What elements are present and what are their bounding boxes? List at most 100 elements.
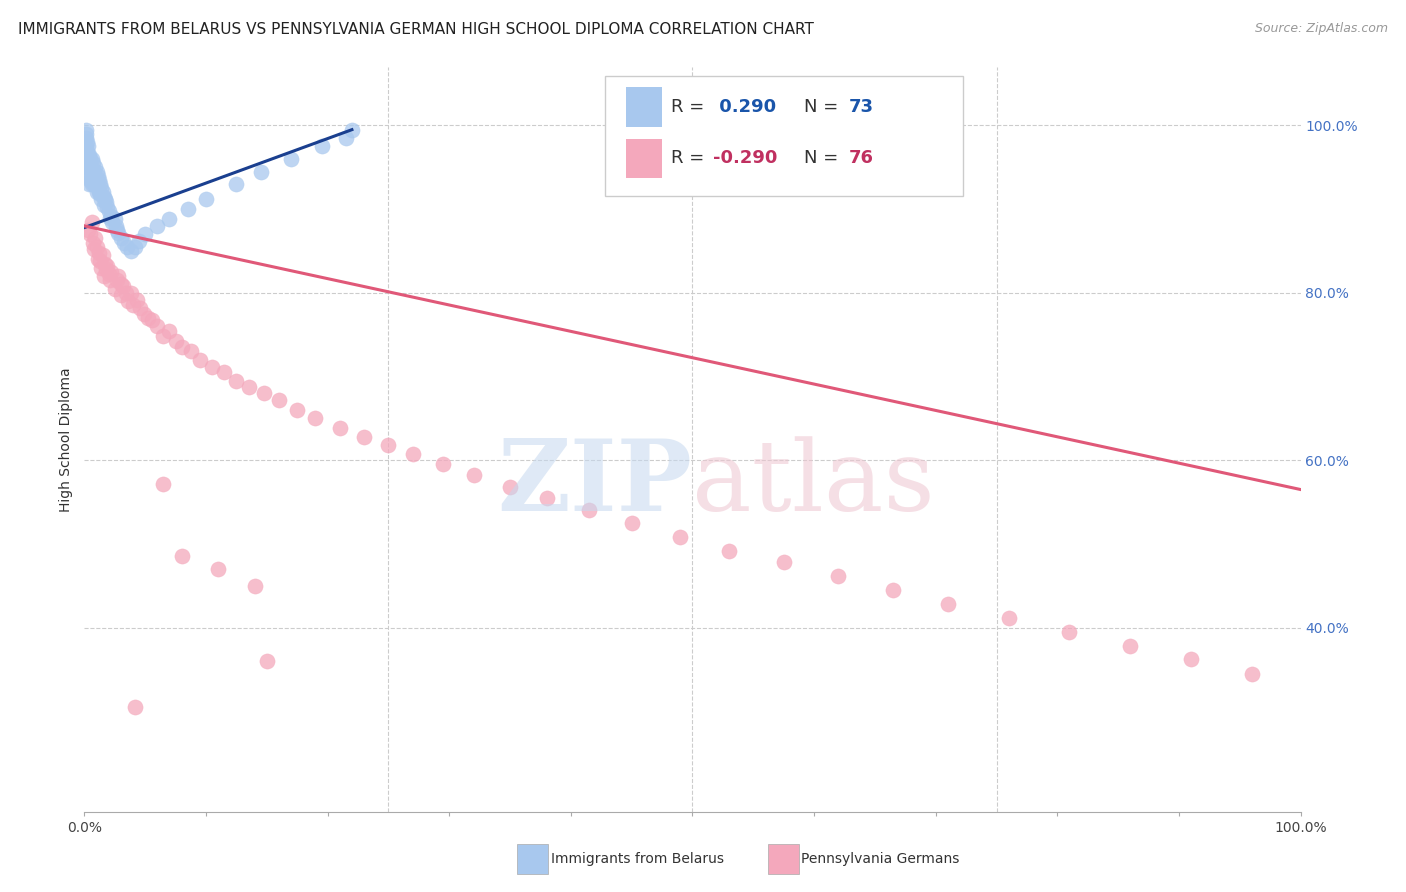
Point (94, 192, 117, 206)
Point (101, 215, 124, 229)
Point (98, 273, 121, 287)
Point (76, 164, 98, 178)
Text: N =: N = (804, 98, 844, 116)
Point (77, 148, 100, 162)
Point (89, 187, 111, 202)
Point (134, 227, 156, 242)
Point (340, 122, 363, 136)
Point (76, 135, 98, 149)
Point (77, 148, 100, 162)
Point (90, 192, 112, 206)
Point (80, 152, 103, 166)
Point (377, 438, 399, 452)
Point (90, 181, 112, 195)
Point (87, 173, 110, 187)
Point (98, 211, 121, 225)
Point (267, 392, 290, 407)
Point (86, 240, 108, 254)
Point (93, 198, 115, 212)
Point (669, 530, 692, 544)
Point (91, 186, 114, 200)
Point (110, 231, 132, 245)
Point (84, 173, 107, 187)
Point (112, 279, 135, 293)
Point (76, 144, 98, 158)
Point (997, 610, 1019, 624)
Point (96, 201, 118, 215)
Point (120, 285, 142, 300)
Point (96, 195, 118, 210)
Point (304, 411, 326, 425)
Point (104, 219, 127, 233)
Point (170, 340, 193, 354)
Point (827, 568, 849, 582)
Y-axis label: High School Diploma: High School Diploma (59, 367, 73, 512)
Point (104, 282, 127, 296)
Point (75, 161, 97, 175)
Point (93, 189, 115, 203)
Point (159, 212, 181, 227)
Point (100, 209, 122, 223)
Point (1240, 666, 1263, 681)
Point (132, 307, 155, 321)
Point (285, 403, 308, 417)
Point (82, 169, 104, 183)
Point (936, 597, 959, 611)
Point (86, 186, 108, 200)
Point (124, 240, 146, 254)
Point (120, 244, 142, 258)
Point (122, 298, 145, 312)
Point (194, 192, 218, 206)
Point (87, 186, 110, 200)
Point (620, 516, 643, 530)
Text: 76: 76 (849, 149, 875, 168)
Point (87, 181, 110, 195)
Text: atlas: atlas (693, 436, 935, 532)
Point (114, 285, 136, 300)
Point (75, 122, 97, 136)
Point (82, 235, 104, 250)
Point (84, 161, 107, 175)
Point (75, 139, 97, 153)
Point (280, 152, 302, 166)
Point (77, 161, 100, 175)
Point (90, 260, 112, 275)
Point (188, 352, 211, 367)
Point (311, 139, 333, 153)
Point (177, 202, 200, 216)
Point (207, 562, 229, 576)
Point (75, 131, 97, 145)
Point (94, 256, 117, 270)
Point (77, 177, 100, 191)
Point (146, 319, 169, 334)
Text: -0.290: -0.290 (713, 149, 778, 168)
Point (89, 177, 111, 191)
Point (79, 161, 101, 175)
Point (882, 582, 904, 597)
Point (77, 156, 100, 170)
Point (105, 223, 128, 237)
Text: 0.290: 0.290 (713, 98, 776, 116)
Point (180, 344, 202, 359)
Point (212, 365, 235, 379)
Point (146, 219, 169, 233)
Point (75, 144, 97, 158)
Point (115, 240, 138, 254)
Point (82, 156, 104, 170)
Point (114, 235, 136, 250)
Point (96, 262, 118, 277)
Point (80, 177, 103, 191)
Point (86, 173, 108, 187)
Point (83, 164, 105, 178)
Point (105, 273, 128, 287)
Point (79, 152, 101, 166)
Point (225, 177, 247, 191)
Point (128, 234, 150, 248)
Point (77, 223, 100, 237)
Point (329, 421, 352, 435)
Point (243, 579, 266, 593)
Point (110, 287, 132, 301)
Text: ZIP: ZIP (498, 435, 693, 533)
Point (97, 203, 120, 218)
Point (152, 476, 174, 491)
